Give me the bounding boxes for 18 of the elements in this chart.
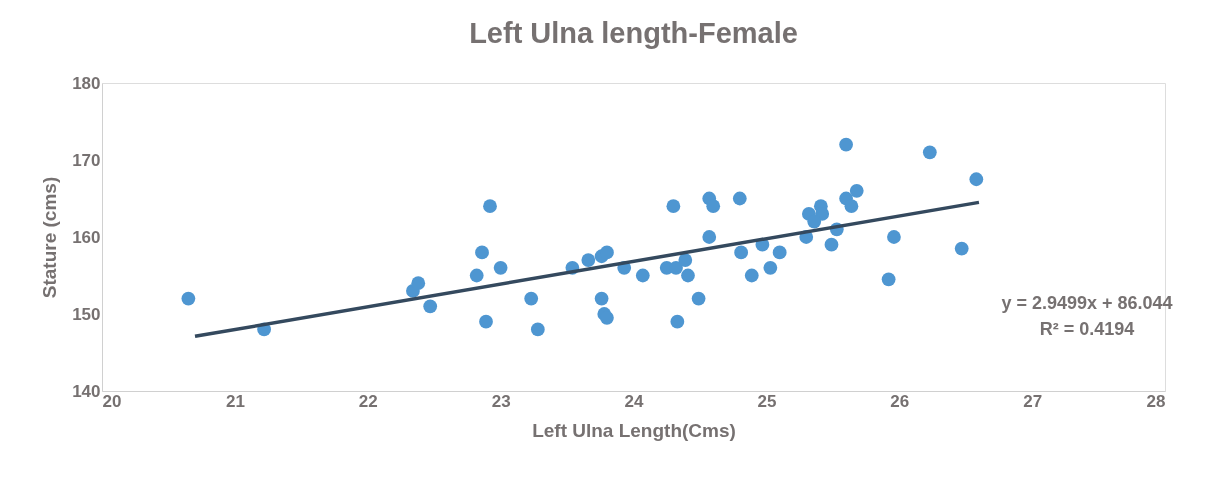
y-tick-label: 170	[72, 150, 101, 170]
x-tick-label: 20	[102, 391, 122, 411]
chart-title: Left Ulna length-Female	[469, 17, 798, 49]
x-tick-label: 23	[491, 391, 511, 411]
y-axis-title: Stature (cms)	[39, 176, 61, 299]
x-tick-label: 25	[757, 391, 777, 411]
x-axis-title: Left Ulna Length(Cms)	[532, 419, 736, 441]
annotation: y = 2.9499x + 86.044 R² = 0.4194	[1001, 293, 1173, 339]
x-tick-label: 21	[225, 391, 245, 411]
x-tick-label: 28	[1146, 391, 1166, 411]
x-tick-label: 27	[1023, 391, 1043, 411]
y-tick-label: 160	[72, 227, 101, 247]
y-tick-label: 180	[72, 73, 101, 93]
y-tick-label: 150	[72, 304, 101, 324]
x-tick-label: 24	[624, 391, 644, 411]
x-tick-label: 22	[358, 391, 378, 411]
x-tick-label: 26	[890, 391, 910, 411]
y-tick-label: 140	[72, 381, 101, 401]
